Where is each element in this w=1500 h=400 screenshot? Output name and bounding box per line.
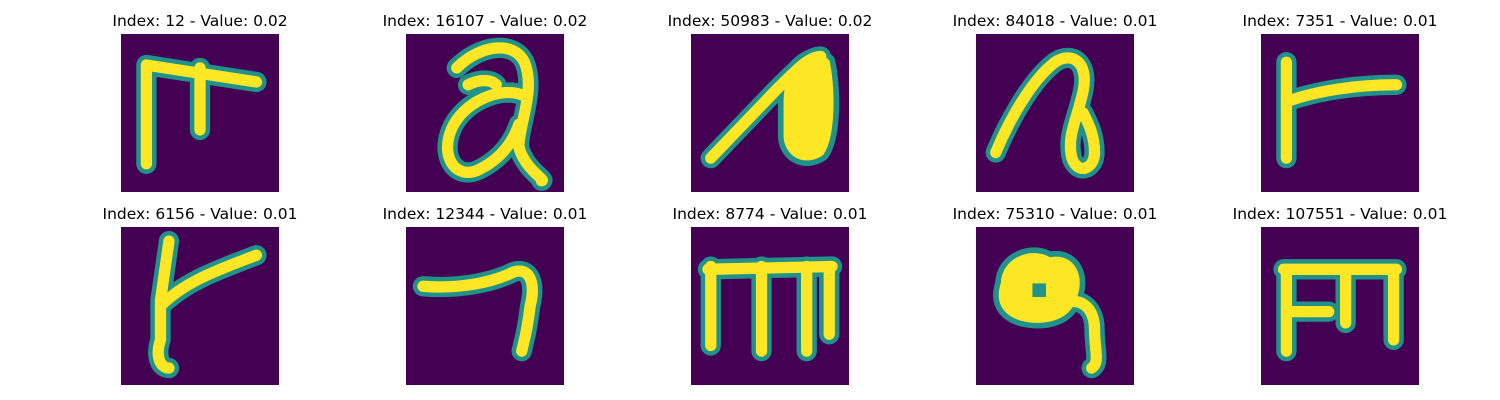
panel-4: Index: 84018 - Value: 0.01 — [935, 12, 1175, 192]
glyph-hook-loop-icon — [985, 47, 1105, 179]
panel-title: Index: 7351 - Value: 0.01 — [1242, 12, 1438, 30]
glyph-image — [976, 227, 1134, 385]
glyph-hook-t-icon — [136, 54, 267, 174]
panel-title: Index: 12344 - Value: 0.01 — [382, 205, 588, 223]
glyph-looped-a-icon — [437, 37, 553, 191]
panel-1: Index: 12 - Value: 0.02 — [80, 12, 320, 192]
glyph-image — [1261, 34, 1419, 192]
glyph-seven-stroke-icon — [412, 261, 543, 362]
panel-title: Index: 16107 - Value: 0.02 — [382, 12, 588, 30]
panel-2: Index: 16107 - Value: 0.02 — [365, 12, 605, 192]
glyph-blob-loop-icon — [993, 247, 1107, 379]
glyph-image — [1261, 227, 1419, 385]
panel-title: Index: 6156 - Value: 0.01 — [102, 205, 298, 223]
glyph-image — [691, 227, 849, 385]
glyph-m-short-icon — [1273, 259, 1407, 362]
panel-title: Index: 84018 - Value: 0.01 — [952, 12, 1158, 30]
glyph-image — [121, 227, 279, 385]
glyph-image — [121, 34, 279, 192]
panel-title: Index: 75310 - Value: 0.01 — [952, 205, 1158, 223]
panel-8: Index: 8774 - Value: 0.01 — [650, 205, 890, 385]
glyph-image — [976, 34, 1134, 192]
glyph-l-stroke-icon — [1276, 52, 1407, 169]
panel-6: Index: 6156 - Value: 0.01 — [80, 205, 320, 385]
panel-7: Index: 12344 - Value: 0.01 — [365, 205, 605, 385]
panel-title: Index: 50983 - Value: 0.02 — [667, 12, 873, 30]
glyph-image — [691, 34, 849, 192]
glyph-filled-leaf-icon — [700, 46, 840, 169]
panel-5: Index: 7351 - Value: 0.01 — [1220, 12, 1460, 192]
panel-9: Index: 75310 - Value: 0.01 — [935, 205, 1175, 385]
panel-10: Index: 107551 - Value: 0.01 — [1220, 205, 1460, 385]
glyph-m-stroke-icon — [697, 256, 843, 362]
glyph-image — [406, 227, 564, 385]
panel-3: Index: 50983 - Value: 0.02 — [650, 12, 890, 192]
panel-title: Index: 12 - Value: 0.02 — [112, 12, 288, 30]
glyph-y-stroke-icon — [148, 230, 267, 379]
glyph-image — [406, 34, 564, 192]
panel-title: Index: 107551 - Value: 0.01 — [1232, 205, 1448, 223]
panel-title: Index: 8774 - Value: 0.01 — [672, 205, 868, 223]
